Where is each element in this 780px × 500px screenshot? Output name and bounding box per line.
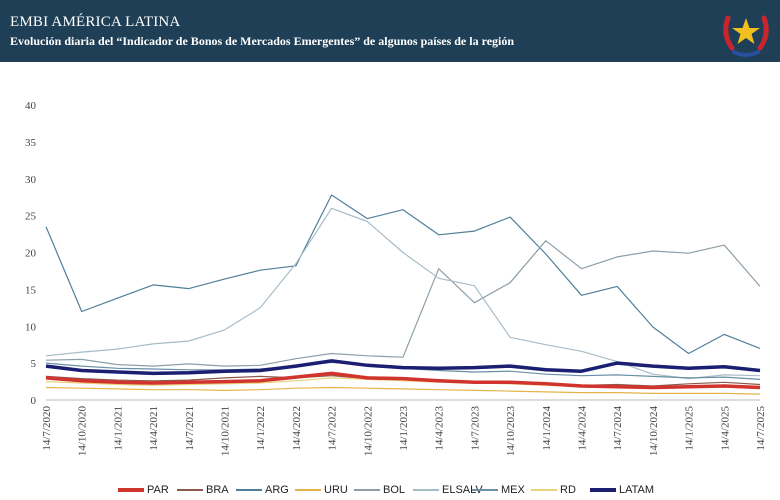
embi-line-chart: 0 5 10 15 20 25 30 35 40 14/7/2020 14/10/2020 14/1… [25,100,767,457]
legend-swatch [590,488,616,492]
legend-item-arg: ARG [236,481,289,499]
legend-item-latam: LATAM [590,481,654,499]
y-tick-label: 0 [31,395,37,407]
x-tick-label: 14/7/2020 [41,406,53,451]
y-tick-label: 40 [25,100,37,112]
page-title: EMBI AMÉRICA LATINA [10,14,181,30]
legend-label: RD [560,484,576,496]
legend-swatch [177,489,203,491]
series-line-latam [45,359,761,376]
legend-item-bol: BOL [354,481,405,499]
legend-item-mex: MEX [472,481,525,499]
legend-swatch [236,489,262,491]
legend-item-par: PAR [118,481,169,499]
x-tick-label: 14/7/2023 [469,406,481,451]
x-tick-label: 14/7/2021 [184,406,196,451]
paraguay-coat-of-arms-icon [723,15,769,57]
legend-swatch [472,489,498,491]
legend-label: ELSALV [442,484,483,496]
legend-label: BRA [206,484,229,496]
legend-label: PAR [147,484,169,496]
x-tick-label: 14/10/2024 [648,406,660,457]
x-tick-label: 14/10/2022 [362,406,374,456]
series-line-bol [45,240,761,367]
y-tick-label: 35 [25,137,37,149]
y-tick-label: 30 [25,174,37,186]
series-line-uru [45,386,761,395]
series-line-par [45,371,761,390]
x-tick-label: 14/1/2021 [112,406,124,451]
x-tick-label: 14/4/2024 [577,406,589,451]
page-subtitle: Evolución diaria del “Indicador de Bonos… [10,34,515,48]
x-tick-label: 14/10/2020 [77,406,89,457]
chart-legend: PAR BRA ARG URU BOL ELSALV MEX RD LATAM [0,481,780,499]
y-axis-ticks: 0 5 10 15 20 25 30 35 40 [25,100,37,407]
y-tick-label: 10 [25,321,37,333]
series-lines [45,194,761,395]
x-tick-label: 14/4/2023 [434,406,446,451]
legend-label: MEX [501,484,525,496]
x-tick-label: 14/4/2025 [719,406,731,451]
x-tick-label: 14/7/2025 [755,406,767,451]
legend-swatch [413,489,439,491]
legend-swatch [295,489,321,491]
x-tick-label: 14/1/2025 [684,406,696,451]
legend-label: ARG [265,484,289,496]
series-line-elsalv [45,207,761,380]
legend-swatch [531,489,557,491]
series-line-arg [45,194,761,355]
header-banner: EMBI AMÉRICA LATINA Evolución diaria del… [0,0,780,62]
legend-item-rd: RD [531,481,576,499]
legend-label: LATAM [619,484,655,496]
x-tick-label: 14/10/2023 [505,406,517,457]
x-tick-label: 14/4/2022 [291,406,303,451]
legend-label: BOL [383,484,406,496]
y-tick-label: 15 [25,284,37,296]
y-tick-label: 25 [25,211,37,223]
legend-swatch [118,488,144,492]
x-axis-ticks: 14/7/2020 14/10/2020 14/1/2021 14/4/2021 14/… [41,406,767,457]
legend-item-elsalv: ELSALV [413,481,483,499]
legend-item-bra: BRA [177,481,229,499]
legend-swatch [354,489,380,491]
y-tick-label: 20 [25,248,37,260]
x-tick-label: 14/7/2022 [327,406,339,451]
x-tick-label: 14/4/2021 [148,406,160,451]
x-tick-label: 14/10/2021 [220,406,232,456]
x-tick-label: 14/7/2024 [612,406,624,451]
legend-item-uru: URU [295,481,348,499]
y-tick-label: 5 [31,358,37,370]
x-tick-label: 14/1/2023 [398,406,410,451]
legend-label: URU [324,484,348,496]
x-tick-label: 14/1/2024 [541,406,553,451]
x-tick-label: 14/1/2022 [255,406,267,451]
